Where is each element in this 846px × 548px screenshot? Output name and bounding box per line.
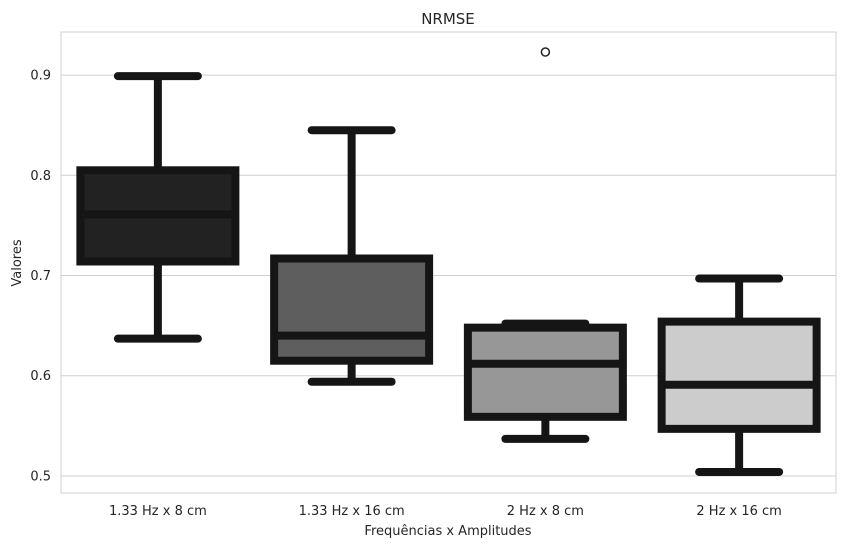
x-tick-label: 1.33 Hz x 16 cm	[299, 504, 405, 519]
y-tick-label: 0.5	[30, 469, 51, 484]
x-tick-label: 1.33 Hz x 8 cm	[109, 504, 207, 519]
box-0	[76, 72, 240, 343]
chart-title: NRMSE	[421, 10, 475, 28]
y-axis-label: Valores	[10, 239, 25, 286]
plot-area-frame	[60, 31, 837, 494]
y-tick-label: 0.7	[30, 269, 51, 284]
box-2	[463, 47, 627, 443]
x-axis-label: Frequências x Amplitudes	[364, 524, 531, 539]
box-iqr	[270, 254, 434, 365]
y-tick-label: 0.6	[30, 369, 51, 384]
y-axis-ticks: 0.5 0.6 0.7 0.8 0.9	[30, 69, 51, 485]
x-tick-label: 2 Hz x 8 cm	[507, 504, 584, 519]
x-axis-ticks: 1.33 Hz x 8 cm 1.33 Hz x 16 cm 2 Hz x 8 cm…	[109, 504, 782, 519]
box-iqr	[657, 317, 821, 433]
boxes	[76, 47, 821, 476]
box-1	[270, 126, 434, 386]
x-tick-label: 2 Hz x 16 cm	[696, 504, 781, 519]
box-3	[657, 274, 821, 476]
outlier-point	[540, 47, 551, 57]
box-iqr	[463, 323, 627, 421]
y-tick-label: 0.8	[30, 169, 51, 184]
y-tick-label: 0.9	[30, 69, 51, 84]
